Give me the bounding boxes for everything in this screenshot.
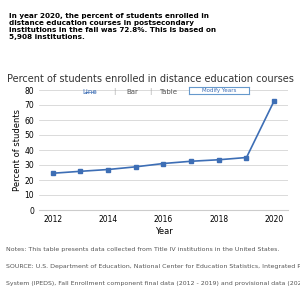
Text: Percent of students enrolled in distance education courses: Percent of students enrolled in distance… xyxy=(7,74,293,84)
Text: Notes: This table presents data collected from Title IV institutions in the Unit: Notes: This table presents data collecte… xyxy=(6,248,279,253)
Y-axis label: Percent of students: Percent of students xyxy=(13,109,22,191)
Text: Modify Years: Modify Years xyxy=(202,88,236,93)
Text: System (IPEDS), Fall Enrollment component final data (2012 - 2019) and provision: System (IPEDS), Fall Enrollment componen… xyxy=(6,280,300,286)
Text: ─────: ───── xyxy=(84,92,96,95)
Text: Bar: Bar xyxy=(126,88,138,94)
X-axis label: Year: Year xyxy=(154,226,172,236)
Text: |: | xyxy=(149,88,151,95)
Text: Line: Line xyxy=(83,88,97,94)
Text: Table: Table xyxy=(159,88,177,94)
Text: |: | xyxy=(113,88,115,95)
Text: In year 2020, the percent of students enrolled in
distance education courses in : In year 2020, the percent of students en… xyxy=(9,13,216,40)
Text: SOURCE: U.S. Department of Education, National Center for Education Statistics, : SOURCE: U.S. Department of Education, Na… xyxy=(6,264,300,269)
